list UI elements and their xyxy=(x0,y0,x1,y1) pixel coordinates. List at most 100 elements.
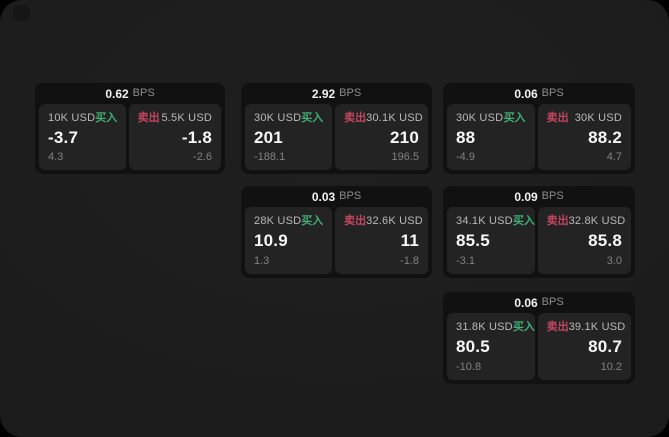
sell-amount: 30.1K USD xyxy=(366,112,423,124)
sell-panel[interactable]: 卖出 32.6K USD 11 -1.8 xyxy=(335,207,428,274)
panels-row: 28K USD 买入 10.9 1.3 卖出 32.6K USD 11 -1.8 xyxy=(245,207,428,274)
sell-sub-value: 196.5 xyxy=(391,151,419,163)
buy-amount: 30K USD xyxy=(456,112,504,124)
bps-value: 0.06 xyxy=(514,86,538,101)
panels-row: 10K USD 买入 -3.7 4.3 卖出 5.5K USD -1.8 -2.… xyxy=(39,104,221,170)
buy-sub-value: 4.3 xyxy=(48,151,64,163)
sell-sub-value: 3.0 xyxy=(606,255,622,267)
sell-price: 210 xyxy=(390,128,419,147)
sell-price: 88.2 xyxy=(588,128,622,147)
sell-panel[interactable]: 卖出 30K USD 88.2 4.7 xyxy=(537,104,631,170)
sell-side-badge: 卖出 xyxy=(137,112,160,124)
buy-sub-value: -188.1 xyxy=(254,151,286,163)
buy-price: 88 xyxy=(456,128,476,147)
quote-card-3[interactable]: 0.06 BPS 30K USD 买入 88 -4.9 卖出 30K USD 8… xyxy=(443,83,635,174)
sell-panel-top: 卖出 32.6K USD xyxy=(344,216,423,227)
buy-panel[interactable]: 10K USD 买入 -3.7 4.3 xyxy=(39,104,126,170)
buy-side-badge: 买入 xyxy=(95,112,118,124)
sell-price: 80.7 xyxy=(588,337,622,356)
buy-amount: 28K USD xyxy=(254,215,302,227)
buy-price: -3.7 xyxy=(48,128,79,147)
buy-sub-value: -3.1 xyxy=(456,255,475,267)
card-header: 0.06 BPS xyxy=(447,292,631,313)
bps-value: 0.03 xyxy=(311,189,336,204)
buy-sub-value: -10.8 xyxy=(456,361,482,373)
buy-price: 201 xyxy=(254,128,283,147)
sell-panel-top: 卖出 30.1K USD xyxy=(344,112,423,124)
sell-panel[interactable]: 卖出 5.5K USD -1.8 -2.6 xyxy=(128,104,221,170)
sell-side-badge: 卖出 xyxy=(546,112,569,124)
quote-card-6[interactable]: 0.06 BPS 31.8K USD 买入 80.5 -10.8 卖出 39.1… xyxy=(443,292,635,384)
buy-sub-value: -4.9 xyxy=(456,151,475,163)
buy-amount: 10K USD xyxy=(48,112,96,124)
sell-amount: 5.5K USD xyxy=(161,112,212,124)
sell-side-badge: 卖出 xyxy=(344,112,367,124)
panels-row: 30K USD 买入 88 -4.9 卖出 30K USD 88.2 4.7 xyxy=(447,104,631,170)
sell-amount: 39.1K USD xyxy=(568,321,626,333)
bps-unit-label: BPS xyxy=(541,296,564,308)
sell-side-badge: 卖出 xyxy=(546,321,569,333)
quote-card-5[interactable]: 0.09 BPS 34.1K USD 买入 85.5 -3.1 卖出 32.8K… xyxy=(443,186,635,278)
buy-price: 10.9 xyxy=(254,231,288,250)
sell-panel[interactable]: 卖出 39.1K USD 80.7 10.2 xyxy=(537,313,631,380)
sell-panel[interactable]: 卖出 32.8K USD 85.8 3.0 xyxy=(537,207,631,274)
buy-panel-top: 30K USD 买入 xyxy=(254,113,323,124)
buy-side-badge: 买入 xyxy=(512,215,535,227)
buy-side-badge: 买入 xyxy=(503,112,526,124)
bps-unit-label: BPS xyxy=(339,190,362,202)
sell-amount: 30K USD xyxy=(574,112,622,124)
panels-row: 30K USD 买入 201 -188.1 卖出 30.1K USD 210 1… xyxy=(245,104,428,170)
bps-value: 0.06 xyxy=(514,295,538,310)
buy-amount: 30K USD xyxy=(254,112,302,124)
buy-panel-top: 28K USD 买入 xyxy=(254,216,323,227)
buy-panel-top: 10K USD 买入 xyxy=(48,113,117,124)
sell-panel[interactable]: 卖出 30.1K USD 210 196.5 xyxy=(335,104,428,170)
card-header: 0.62 BPS xyxy=(39,83,221,104)
buy-amount: 31.8K USD xyxy=(456,321,513,333)
sell-price: 11 xyxy=(400,231,419,250)
panels-row: 31.8K USD 买入 80.5 -10.8 卖出 39.1K USD 80.… xyxy=(447,313,631,380)
sell-sub-value: 10.2 xyxy=(600,361,622,373)
buy-panel[interactable]: 28K USD 买入 10.9 1.3 xyxy=(245,207,333,274)
bps-unit-label: BPS xyxy=(339,87,362,99)
buy-sub-value: 1.3 xyxy=(254,255,270,267)
quote-card-1[interactable]: 0.62 BPS 10K USD 买入 -3.7 4.3 卖出 5.5K USD… xyxy=(35,83,225,174)
sell-panel-top: 卖出 32.8K USD xyxy=(546,215,626,227)
buy-panel-top: 34.1K USD 买入 xyxy=(456,215,535,227)
buy-price: 80.5 xyxy=(456,337,490,356)
card-header: 0.09 BPS xyxy=(447,186,631,207)
buy-panel[interactable]: 30K USD 买入 88 -4.9 xyxy=(447,104,535,170)
bps-value: 2.92 xyxy=(311,86,336,101)
sell-panel-top: 卖出 5.5K USD xyxy=(138,113,212,124)
buy-panel-top: 30K USD 买入 xyxy=(456,113,526,124)
sell-panel-top: 卖出 30K USD xyxy=(547,113,622,124)
buy-amount: 34.1K USD xyxy=(456,215,513,227)
buy-panel[interactable]: 34.1K USD 买入 85.5 -3.1 xyxy=(447,207,535,274)
quote-card-4[interactable]: 0.03 BPS 28K USD 买入 10.9 1.3 卖出 32.6K US… xyxy=(241,186,432,278)
bps-unit-label: BPS xyxy=(541,87,564,99)
buy-side-badge: 买入 xyxy=(301,215,324,227)
buy-side-badge: 买入 xyxy=(512,321,535,333)
sell-sub-value: -2.6 xyxy=(193,151,212,163)
bps-unit-label: BPS xyxy=(132,87,155,99)
bps-value: 0.62 xyxy=(105,86,129,101)
sell-price: -1.8 xyxy=(181,128,212,147)
buy-panel[interactable]: 30K USD 买入 201 -188.1 xyxy=(245,104,333,170)
card-header: 0.06 BPS xyxy=(447,83,631,104)
sell-amount: 32.6K USD xyxy=(366,215,423,227)
card-header: 0.03 BPS xyxy=(245,186,428,207)
bps-value: 0.09 xyxy=(514,189,538,204)
buy-panel-top: 31.8K USD 买入 xyxy=(456,321,535,333)
card-header: 2.92 BPS xyxy=(245,83,428,104)
sell-sub-value: -1.8 xyxy=(400,255,419,267)
app-logo-icon xyxy=(13,5,30,21)
sell-side-badge: 卖出 xyxy=(546,215,569,227)
buy-price: 85.5 xyxy=(456,231,490,250)
sell-amount: 32.8K USD xyxy=(568,215,626,227)
buy-panel[interactable]: 31.8K USD 买入 80.5 -10.8 xyxy=(447,313,535,380)
quote-card-2[interactable]: 2.92 BPS 30K USD 买入 201 -188.1 卖出 30.1K … xyxy=(241,83,432,174)
sell-sub-value: 4.7 xyxy=(606,151,622,163)
panels-row: 34.1K USD 买入 85.5 -3.1 卖出 32.8K USD 85.8… xyxy=(447,207,631,274)
buy-side-badge: 买入 xyxy=(301,112,324,124)
